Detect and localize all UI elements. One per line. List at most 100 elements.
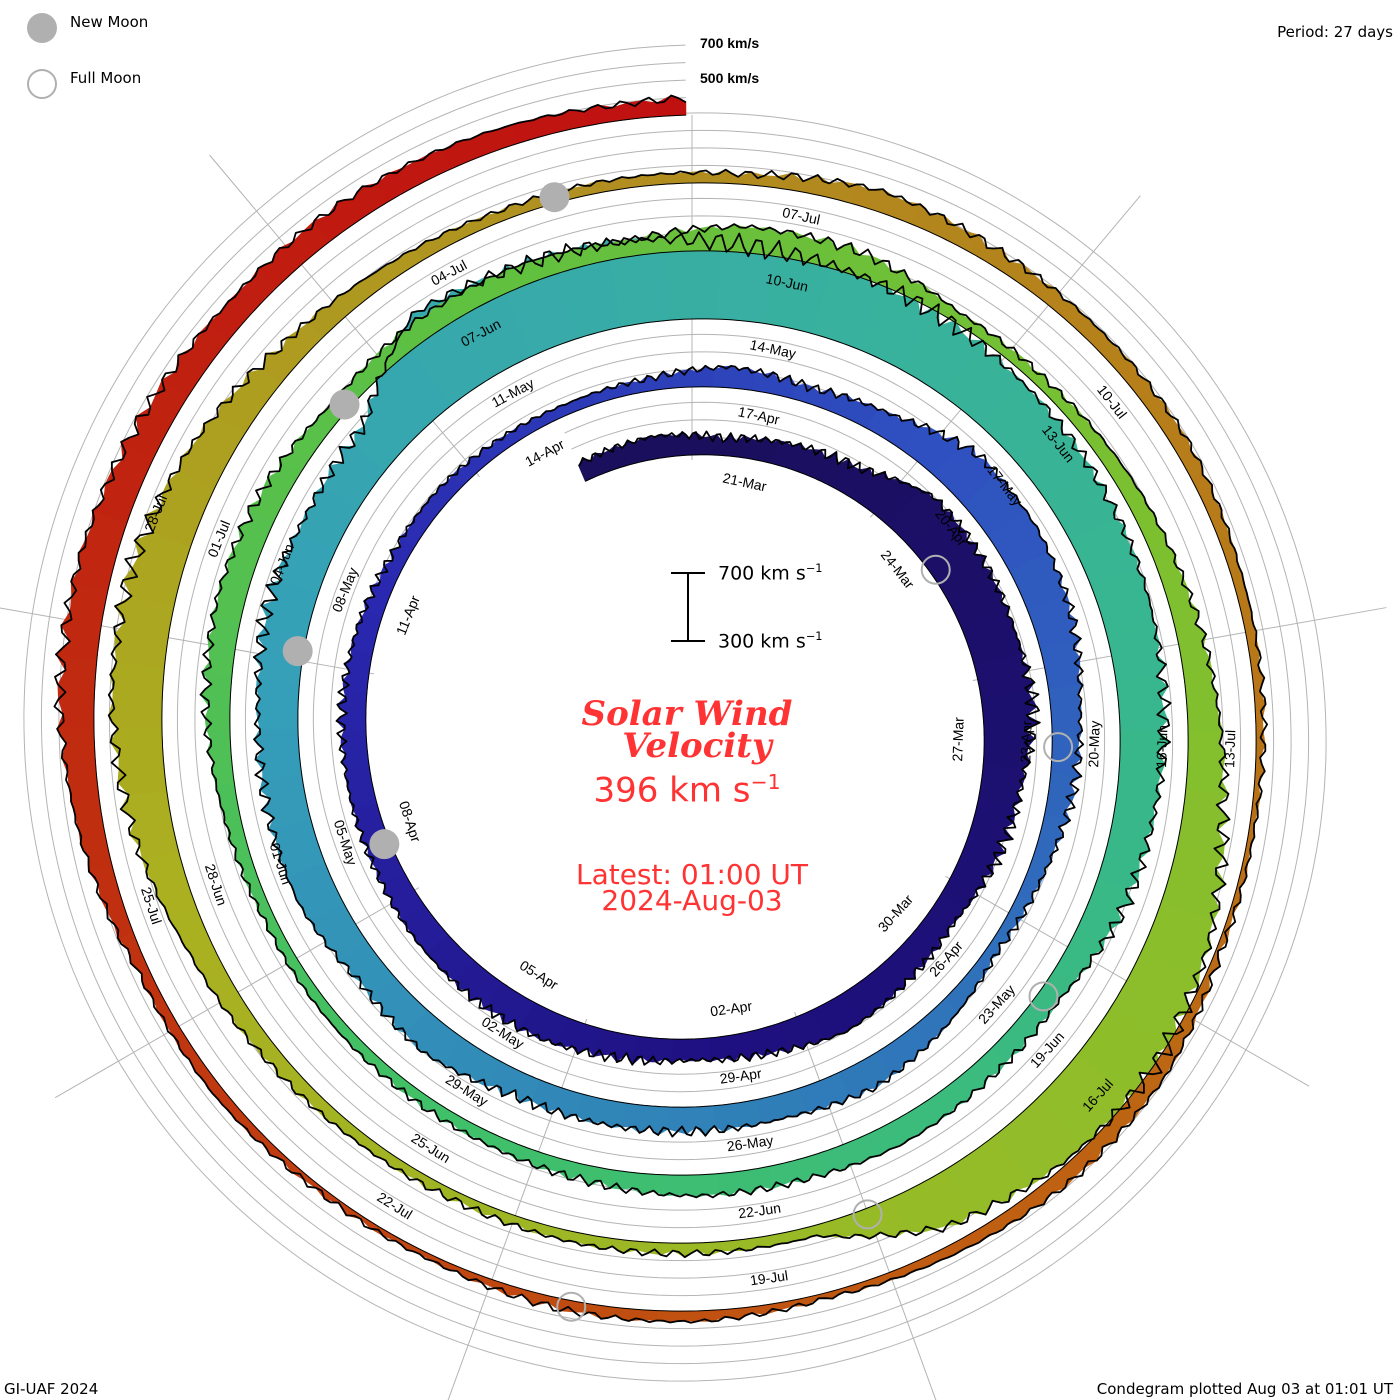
date-label: 24-Mar: [878, 547, 918, 592]
velocity-band-segment: [521, 1288, 591, 1313]
velocity-band-segment: [345, 766, 378, 810]
velocity-band-segment: [1224, 861, 1248, 928]
velocity-band-segment: [110, 728, 168, 796]
date-label: 27-Mar: [949, 717, 967, 762]
velocity-band-segment: [253, 728, 303, 780]
latest-time: Latest: 01:00 UT: [575, 858, 809, 891]
date-label: 02-Apr: [709, 998, 753, 1020]
gridline-label-700: 700 km/s: [700, 35, 759, 51]
date-label: 14-May: [748, 336, 797, 361]
velocity-band-segment: [720, 1233, 782, 1252]
velocity-band-segment: [283, 1157, 341, 1204]
velocity-band-segment: [120, 379, 189, 459]
date-label: 17-Apr: [737, 403, 782, 427]
velocity-band-segment: [70, 797, 113, 873]
velocity-band-segment: [997, 894, 1034, 941]
chart-title-line2: Velocity: [622, 726, 772, 766]
velocity-band-segment: [302, 979, 344, 1029]
date-label: 05-Apr: [517, 957, 561, 993]
velocity-band-segment: [117, 931, 163, 1000]
date-label: 13-Jul: [1221, 730, 1238, 769]
velocity-band-segment: [236, 1016, 292, 1077]
date-label: 19-Jul: [749, 1267, 789, 1288]
velocity-band-segment: [791, 383, 837, 412]
velocity-band-segment: [587, 1303, 658, 1322]
velocity-band-segment: [377, 149, 452, 203]
new-moon-marker: [282, 636, 313, 667]
velocity-band-segment: [200, 671, 233, 730]
velocity-band-segment: [1097, 829, 1150, 890]
moon-markers: [282, 182, 1074, 1322]
velocity-outline-line: [53, 94, 1268, 1324]
velocity-band-segment: [257, 220, 331, 289]
full-moon-icon: [27, 69, 57, 99]
velocity-band-segment: [791, 1283, 860, 1307]
velocity-band-segment: [359, 249, 423, 297]
velocity-band-segment: [631, 1035, 674, 1066]
velocity-outline: [53, 94, 1268, 1324]
full-moon-marker: [1043, 732, 1074, 763]
velocity-bands: [55, 95, 1266, 1323]
velocity-band-segment: [456, 1266, 524, 1297]
velocity-band-segment: [201, 614, 241, 676]
velocity-band-segment: [228, 834, 262, 891]
full-moon-marker: [1028, 981, 1059, 1012]
date-label: 07-Jul: [781, 204, 822, 228]
velocity-band-segment: [208, 267, 277, 341]
spiral-gridline-600: [40, 62, 1310, 1365]
date-label: 16-Jun: [1153, 725, 1170, 768]
velocity-band-segment: [340, 728, 370, 771]
legend-icons: [27, 13, 57, 99]
date-label: 20-May: [1085, 720, 1103, 767]
velocity-band-segment: [313, 182, 389, 242]
velocity-band-segment: [374, 1058, 422, 1100]
date-label: 21-Mar: [721, 470, 768, 495]
new-moon-icon: [27, 13, 57, 43]
new-moon-marker: [539, 182, 570, 213]
full-moon-marker: [556, 1291, 587, 1322]
velocity-band-segment: [276, 1064, 335, 1119]
velocity-band-segment: [817, 1134, 876, 1178]
date-label: 11-Apr: [393, 593, 423, 637]
velocity-band-segment: [767, 1153, 826, 1190]
velocity-band-segment: [482, 426, 525, 461]
latest-date: 2024-Aug-03: [601, 884, 783, 917]
velocity-band-segment: [55, 654, 98, 730]
current-velocity: 396 km s−1: [593, 770, 781, 811]
chart-title-line1: Solar Wind: [581, 694, 793, 734]
velocity-band-segment: [798, 1071, 850, 1113]
scale-top-label: 700 km s−1: [718, 561, 823, 585]
legend-full-moon-label: Full Moon: [70, 69, 142, 87]
date-label: 08-Apr: [396, 799, 424, 844]
velocity-band-segment: [724, 169, 792, 190]
date-label: 28-Jun: [202, 862, 230, 908]
velocity-band-segment: [120, 790, 179, 860]
velocity-band-segment: [599, 1236, 662, 1256]
velocity-band-segment: [919, 1228, 985, 1269]
date-label: 14-Apr: [522, 436, 567, 470]
velocity-band-segment: [1017, 854, 1053, 903]
date-label: 22-Jun: [737, 1200, 782, 1222]
velocity-band-segment: [108, 661, 165, 730]
velocity-band-segment: [363, 572, 397, 617]
baseline-spiral: [93, 114, 1257, 1312]
plotted-label: Condegram plotted Aug 03 at 01:01 UT: [1096, 1380, 1393, 1398]
velocity-band-segment: [1115, 676, 1169, 732]
date-label: 23-Apr: [1017, 720, 1034, 763]
scale-bar: [671, 572, 705, 642]
velocity-band-segment: [92, 441, 154, 524]
new-moon-marker: [369, 829, 400, 860]
spiral-gridline-500: [58, 79, 1292, 1347]
velocity-band-segment: [215, 782, 246, 840]
velocity-band-segment: [1073, 315, 1133, 374]
full-moon-marker: [852, 1199, 883, 1230]
velocity-band-segment: [308, 281, 371, 338]
period-label: Period: 27 days: [1277, 23, 1393, 41]
velocity-band-segment: [231, 1108, 288, 1162]
new-moon-marker: [329, 389, 360, 420]
velocity-band-segment: [660, 1241, 722, 1258]
legend-new-moon-label: New Moon: [70, 13, 149, 31]
velocity-band-segment: [609, 1169, 666, 1197]
velocity-band-segment: [88, 865, 134, 939]
